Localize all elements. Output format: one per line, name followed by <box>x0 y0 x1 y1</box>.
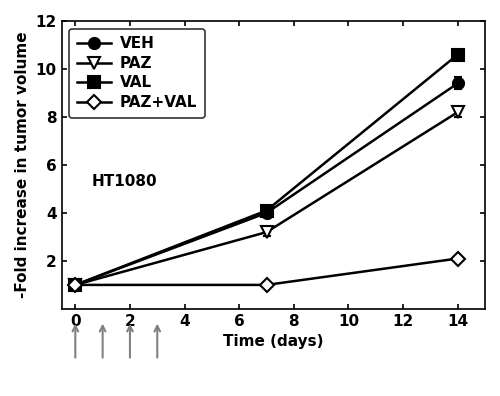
Text: HT1080: HT1080 <box>92 173 157 188</box>
X-axis label: Time (days): Time (days) <box>223 334 324 349</box>
Y-axis label: -Fold increase in tumor volume: -Fold increase in tumor volume <box>15 32 30 298</box>
Legend: VEH, PAZ, VAL, PAZ+VAL: VEH, PAZ, VAL, PAZ+VAL <box>70 29 204 118</box>
